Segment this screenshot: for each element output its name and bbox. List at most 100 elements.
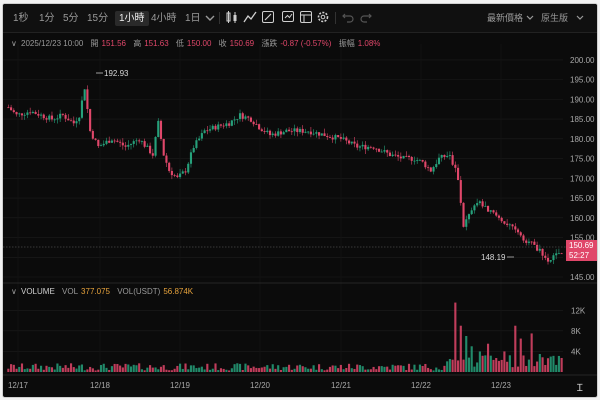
- template-icon[interactable]: [299, 10, 313, 24]
- candle-body: [457, 167, 460, 181]
- timeframe-1s[interactable]: 1秒: [13, 13, 29, 24]
- candle-body: [380, 151, 383, 153]
- undo-icon[interactable]: [341, 10, 355, 24]
- price-tick-label: 145.00: [570, 273, 595, 282]
- candle-body: [560, 253, 563, 255]
- candle-body: [61, 113, 64, 115]
- volume-bar: [132, 364, 135, 372]
- volume-bar: [538, 354, 541, 372]
- volume-bar: [78, 365, 81, 372]
- volume-bar: [536, 361, 539, 372]
- price-type-dropdown[interactable]: 最新價格: [487, 13, 524, 23]
- volume-bar: [64, 365, 67, 372]
- candle-body: [146, 145, 149, 147]
- volume-bar: [318, 364, 321, 372]
- candle-body: [192, 147, 195, 153]
- alert-icon[interactable]: [281, 10, 295, 24]
- timeframe-15m[interactable]: 15分: [87, 13, 109, 24]
- candle-body: [208, 129, 212, 131]
- settings-icon[interactable]: [316, 10, 330, 24]
- collapse-legend-icon[interactable]: ∨: [11, 39, 17, 48]
- candle-body: [173, 175, 176, 176]
- volume-tick-label: 4K: [571, 347, 581, 356]
- volume-bar: [544, 364, 547, 372]
- candle-body: [252, 121, 255, 125]
- candle-body: [473, 205, 476, 211]
- candle-body: [418, 159, 421, 161]
- chevron-down-icon[interactable]: [573, 11, 587, 25]
- volume-bar: [473, 366, 476, 372]
- volume-bar: [165, 369, 168, 372]
- price-chart[interactable]: 145.00150.00155.00160.00165.00170.00175.…: [3, 32, 597, 397]
- candle-body: [481, 201, 484, 207]
- drawing-tools-icon[interactable]: [261, 10, 275, 24]
- volume-legend: VOLUME VOL 377.075 VOL(USDT) 56.874K: [21, 287, 194, 296]
- chevron-down-icon[interactable]: [523, 11, 537, 25]
- candle-body: [451, 155, 454, 165]
- volume-bar: [206, 363, 209, 372]
- volume-bar: [383, 366, 386, 372]
- time-tick-label: 12/23: [491, 381, 512, 390]
- timeframe-1h[interactable]: 1小時: [115, 11, 149, 26]
- candle-body: [129, 143, 133, 145]
- candle-body: [546, 257, 550, 262]
- volume-bar: [121, 367, 124, 372]
- candle-body: [119, 141, 122, 143]
- candle-body: [200, 133, 203, 139]
- collapse-volume-icon[interactable]: ∨: [11, 287, 17, 296]
- candle-body: [432, 167, 435, 172]
- volume-bar: [380, 366, 383, 372]
- volume-bar: [288, 364, 291, 372]
- volume-bar: [138, 363, 141, 372]
- volume-bar: [525, 365, 528, 372]
- volume-bar: [443, 365, 446, 372]
- volume-bar: [315, 369, 318, 372]
- volume-bar: [437, 369, 441, 372]
- candle-body: [116, 140, 119, 142]
- candle-body: [421, 159, 424, 162]
- volume-bar: [252, 366, 255, 372]
- volume-bar: [162, 365, 165, 372]
- view-mode-dropdown[interactable]: 原生版: [541, 13, 569, 23]
- volume-tick-label: 12K: [571, 306, 586, 315]
- redo-icon[interactable]: [359, 10, 373, 24]
- candle-body: [56, 118, 59, 120]
- volume-bar: [530, 333, 533, 372]
- timeframe-5m[interactable]: 5分: [63, 13, 79, 24]
- volume-bar: [217, 370, 220, 372]
- candle-body: [397, 155, 400, 157]
- candle-body: [149, 145, 152, 154]
- volume-bar: [323, 370, 326, 372]
- timeframe-1m[interactable]: 1分: [39, 13, 55, 24]
- candle-body: [279, 131, 282, 135]
- volume-bar: [457, 360, 460, 372]
- volume-bar: [225, 369, 228, 372]
- candle-body: [337, 135, 340, 138]
- volume-bar: [552, 355, 555, 372]
- volume-bar: [394, 365, 397, 372]
- candle-body: [168, 162, 171, 171]
- volume-bar: [500, 359, 503, 372]
- chevron-down-icon[interactable]: [203, 11, 217, 25]
- volume-bar: [108, 369, 111, 372]
- volume-bar: [127, 364, 130, 372]
- indicator-icon[interactable]: [243, 10, 257, 24]
- timeframe-1d[interactable]: 1日: [185, 13, 201, 24]
- volume-bar: [230, 368, 233, 372]
- volume-bar: [353, 368, 356, 372]
- candle-body: [552, 255, 555, 261]
- volume-bar: [446, 361, 449, 372]
- timeframe-4h[interactable]: 4小時: [151, 13, 177, 24]
- candle-body: [372, 147, 375, 149]
- candle-type-icon[interactable]: [225, 10, 239, 24]
- candle-body: [37, 114, 40, 116]
- volume-bar: [113, 363, 116, 372]
- volume-bar: [50, 367, 54, 372]
- candle-body: [508, 224, 511, 226]
- candle-body: [296, 128, 299, 133]
- cursor-icon[interactable]: Ɪ: [577, 383, 583, 394]
- volume-bar: [72, 367, 75, 372]
- candle-body: [138, 140, 141, 142]
- candle-body: [492, 210, 495, 213]
- volume-bar: [282, 367, 285, 372]
